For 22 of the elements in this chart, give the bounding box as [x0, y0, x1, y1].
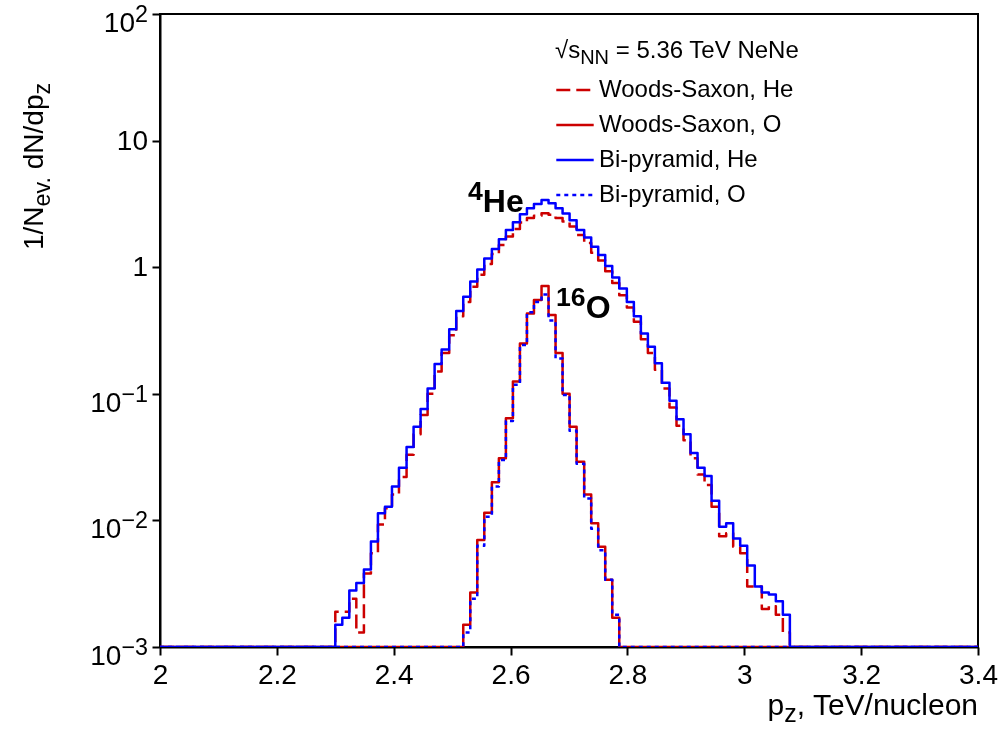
legend-label: Bi-pyramid, O	[599, 180, 746, 207]
x-tick-label: 2.8	[608, 658, 648, 690]
y-tick-label: 10$^{−2}$	[90, 506, 148, 547]
y-tick-label: 10$^{−1}$	[90, 379, 148, 421]
x-tick-label: 2.2	[257, 658, 297, 690]
x-tick-label: 2.6	[491, 658, 531, 690]
x-axis-title: p$_{z}$, TeV/nucleon	[767, 688, 978, 728]
legend-label: Bi-pyramid, He	[599, 145, 758, 172]
x-tick-label: 2.4	[374, 658, 414, 690]
y-tick-label: 10$^{2}$	[103, 0, 148, 41]
x-tick-label: 3.4	[959, 658, 998, 690]
legend-label: Woods-Saxon, He	[599, 75, 794, 102]
legend-label: Woods-Saxon, O	[599, 110, 782, 137]
legend-title: √s$_{NN}$ = 5.36 TeV NeNe	[555, 36, 799, 69]
y-tick-label: 10	[116, 123, 148, 158]
y-tick-label: 1	[132, 250, 148, 285]
x-tick-label: 3	[737, 658, 753, 690]
annotation: $^{4}$He	[468, 176, 524, 220]
x-tick-label: 3.2	[842, 658, 882, 690]
x-tick-label: 2	[152, 658, 169, 690]
y-tick-label: 10$^{−3}$	[90, 633, 148, 674]
annotation: $^{16}$O	[556, 282, 611, 326]
